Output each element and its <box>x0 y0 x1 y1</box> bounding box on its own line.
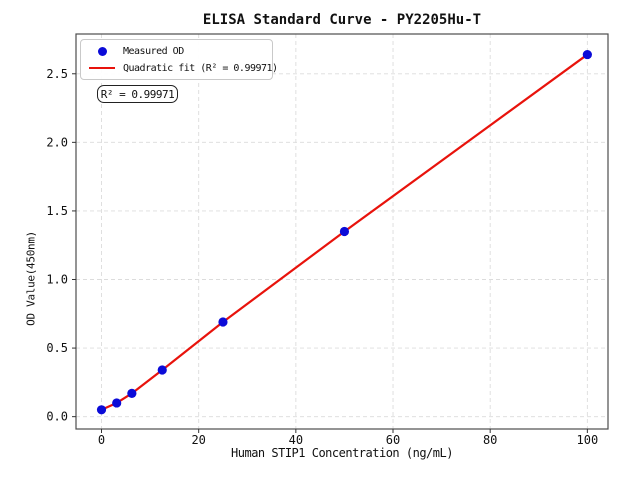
y-axis-label-text: OD Value(450nm) <box>24 231 37 326</box>
data-point <box>127 388 137 398</box>
legend-entry-measured-od: Measured OD <box>87 44 266 59</box>
quadratic-fit-line-icon <box>89 66 115 70</box>
x-axis-label: Human STIP1 Concentration (ng/mL) <box>231 446 453 460</box>
legend-label-measured-od: Measured OD <box>123 45 184 57</box>
data-point <box>96 405 107 415</box>
data-point <box>582 49 592 60</box>
data-point <box>218 317 228 327</box>
y-tick-label: 0.5 <box>46 341 68 355</box>
legend-marker-cell <box>87 46 117 56</box>
y-tick-label: 1.5 <box>46 204 68 218</box>
x-tick-label: 0 <box>98 433 105 447</box>
y-tick-label: 2.5 <box>46 67 68 81</box>
axes-frame <box>75 33 609 430</box>
x-tick-label: 60 <box>386 433 400 447</box>
measured-od-dot-icon <box>97 46 107 56</box>
y-tick-label: 0.0 <box>46 410 68 424</box>
data-point <box>339 226 350 237</box>
legend-label-quadratic-fit: Quadratic fit (R² = 0.99971) <box>123 62 278 74</box>
legend-marker-cell <box>87 66 117 70</box>
x-tick-label: 40 <box>289 433 303 447</box>
chart-title: ELISA Standard Curve - PY2205Hu-T <box>202 12 482 28</box>
legend-entry-quadratic-fit: Quadratic fit (R² = 0.99971) <box>87 61 278 76</box>
r-squared-annotation: R² = 0.99971 <box>97 85 178 103</box>
x-tick-label: 80 <box>483 433 497 447</box>
x-tick-label: 20 <box>191 433 205 447</box>
y-tick-label: 2.0 <box>46 135 68 149</box>
x-tick-label: 100 <box>577 433 599 447</box>
data-point <box>157 365 167 375</box>
y-tick-label: 1.0 <box>46 273 68 287</box>
legend-box: Measured OD Quadratic fit (R² = 0.99971) <box>80 39 278 80</box>
data-point <box>112 398 122 408</box>
